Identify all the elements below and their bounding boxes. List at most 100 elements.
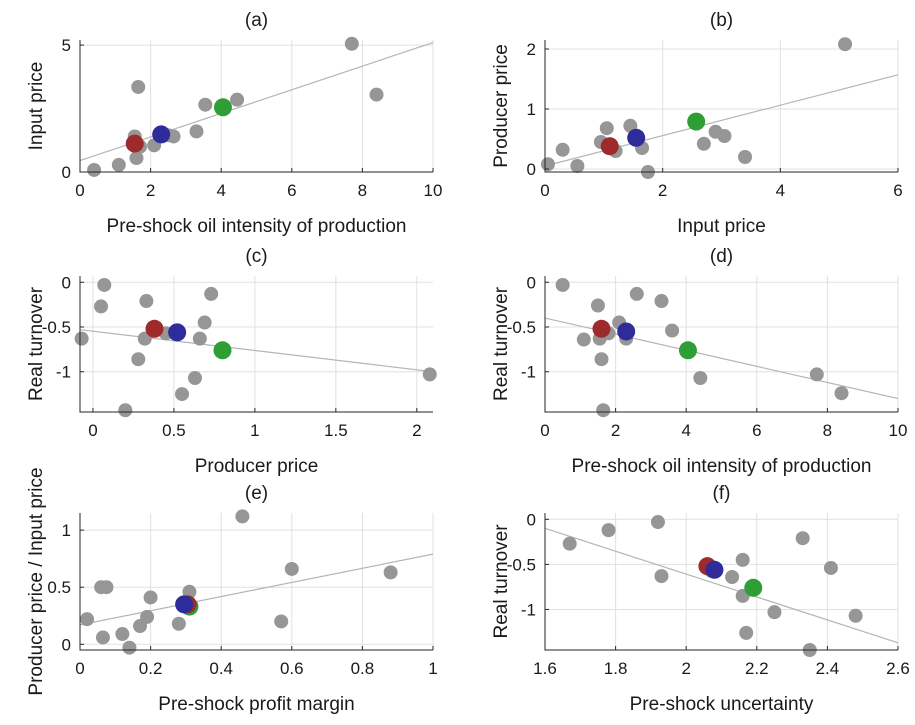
x-tick-label: 1.5	[324, 421, 348, 440]
data-point	[235, 509, 250, 524]
data-point	[601, 523, 616, 538]
chart-panel-2: 0 2 4 6 0 1 2 (b) Input price Producer price	[491, 10, 903, 237]
data-point	[696, 136, 711, 151]
highlight-point-blue	[175, 595, 194, 614]
y-tick-label: -1	[521, 363, 536, 382]
highlight-point-blue	[168, 323, 187, 342]
chart-panel-3: 0 0.5 1 1.5 2 -1 -0.5 0 (c) Producer price Real tu…	[26, 246, 437, 477]
x-tick-label: 1	[250, 421, 259, 440]
data-point	[99, 580, 114, 595]
data-point	[725, 569, 740, 584]
highlight-point-red	[600, 137, 619, 156]
x-tick-label: 10	[424, 181, 443, 200]
data-point	[570, 159, 585, 173]
data-point	[834, 386, 849, 401]
x-tick-label: 0.6	[280, 659, 304, 678]
x-tick-label: 8	[823, 421, 832, 440]
y-tick-label: 0	[62, 635, 71, 654]
data-point	[629, 286, 644, 301]
panel-title: (e)	[245, 483, 268, 504]
y-axis-label: Input price	[26, 62, 47, 151]
data-point	[187, 371, 202, 385]
data-point	[118, 403, 133, 418]
fit-line	[544, 74, 899, 167]
y-tick-label: 1	[62, 521, 71, 540]
data-point	[665, 323, 680, 338]
y-tick-label: 2	[527, 40, 536, 59]
data-point	[189, 124, 204, 139]
x-tick-label: 2	[681, 659, 690, 678]
data-point	[555, 277, 570, 292]
data-point	[555, 142, 570, 157]
y-axis-label: Real turnover	[491, 286, 512, 401]
y-tick-label: -0.5	[507, 318, 536, 337]
x-tick-label: 6	[893, 181, 902, 200]
highlight-point-red	[145, 319, 164, 338]
x-tick-label: 2	[658, 181, 667, 200]
panel-title: (b)	[710, 10, 733, 31]
data-point	[182, 584, 197, 599]
x-tick-label: 6	[752, 421, 761, 440]
y-tick-label: 0	[527, 160, 536, 179]
data-point	[562, 536, 577, 551]
y-tick-label: 0	[527, 510, 536, 529]
y-tick-label: 0	[62, 163, 71, 182]
data-point	[823, 560, 838, 575]
x-axis-label: Producer price	[195, 456, 319, 477]
y-tick-label: 0	[62, 273, 71, 292]
x-tick-label: 6	[287, 181, 296, 200]
panel-title: (f)	[713, 483, 731, 504]
y-axis-label: Producer price	[491, 44, 512, 168]
data-point	[717, 129, 732, 143]
y-axis-label: Producer price / Input price	[26, 467, 47, 695]
x-tick-label: 2	[611, 421, 620, 440]
data-point	[369, 87, 384, 102]
x-tick-label: 2	[412, 421, 421, 440]
data-point	[654, 294, 669, 309]
axis-lines	[79, 513, 433, 651]
x-tick-label: 4	[681, 421, 690, 440]
x-tick-label: 8	[358, 181, 367, 200]
data-point	[140, 609, 155, 624]
highlight-point-green	[744, 578, 763, 597]
data-point	[809, 367, 824, 382]
panel-title: (d)	[710, 246, 733, 267]
highlight-point-blue	[152, 125, 171, 144]
data-point	[654, 569, 669, 584]
data-point	[650, 515, 665, 530]
y-tick-label: -0.5	[42, 318, 71, 337]
x-tick-label: 0.8	[351, 659, 375, 678]
y-tick-label: 5	[62, 36, 71, 55]
data-point	[576, 332, 591, 347]
y-axis-label: Real turnover	[491, 524, 512, 639]
data-point	[795, 531, 810, 546]
x-axis-label: Input price	[677, 216, 766, 237]
data-point	[540, 157, 555, 172]
highlight-point-blue	[705, 560, 724, 579]
x-tick-label: 1	[428, 659, 437, 678]
data-point	[131, 79, 146, 94]
y-tick-label: -0.5	[507, 555, 536, 574]
data-point	[422, 367, 437, 382]
data-point	[596, 403, 611, 418]
fit-line	[79, 329, 434, 373]
data-point	[80, 612, 95, 627]
data-point	[94, 299, 109, 314]
panel-title: (a)	[245, 10, 268, 31]
highlight-point-red	[125, 134, 144, 153]
x-axis-label: Pre-shock oil intensity of production	[107, 216, 407, 237]
data-point	[594, 352, 609, 367]
data-point	[590, 298, 605, 313]
data-point	[274, 614, 289, 629]
x-tick-label: 0	[75, 659, 84, 678]
data-point	[74, 331, 89, 346]
highlight-point-blue	[627, 128, 646, 147]
y-axis-label: Real turnover	[26, 286, 47, 401]
axis-lines	[79, 276, 433, 413]
data-point	[129, 151, 144, 166]
x-tick-label: 4	[216, 181, 225, 200]
data-point	[122, 640, 137, 655]
y-tick-label: -1	[56, 363, 71, 382]
y-tick-label: -1	[521, 600, 536, 619]
